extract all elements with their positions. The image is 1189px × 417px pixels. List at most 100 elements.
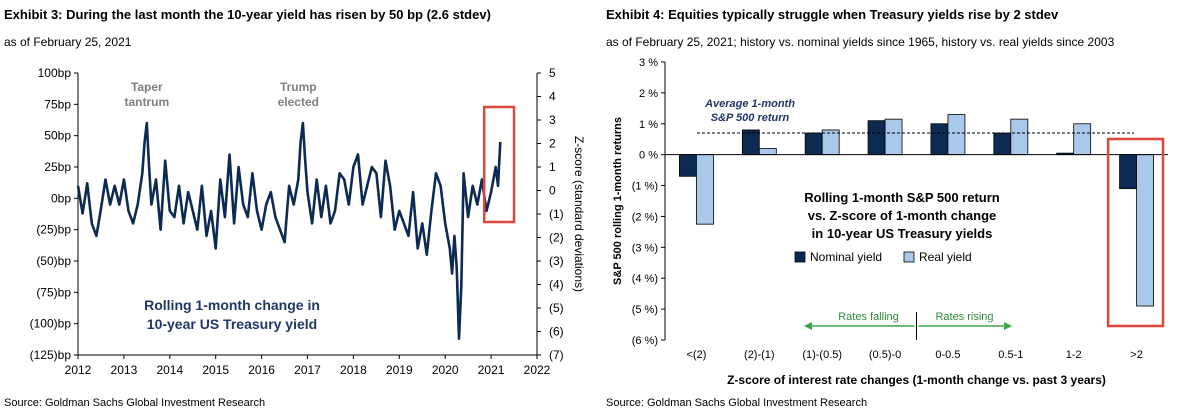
series-label-line: Rolling 1-month change in <box>144 297 320 313</box>
x-tick-label: 0-0.5 <box>935 349 960 361</box>
series-label-line: 10-year US Treasury yield <box>147 316 317 332</box>
y2-tick-label: 0 <box>549 184 556 198</box>
inner-title-line: vs. Z-score of 1-month change <box>808 208 997 223</box>
y-tick-label: (100)bp <box>30 317 72 331</box>
y2-tick-label: (1) <box>549 207 564 221</box>
y-tick-label: 100bp <box>38 66 72 80</box>
y-tick-label: 1 % <box>639 119 658 131</box>
y2-axis-label: Z-score (standard deviations) <box>572 136 586 292</box>
nominal-bar <box>867 120 886 156</box>
legend-nominal-swatch <box>794 251 806 263</box>
x-tick-label: 2015 <box>202 363 229 377</box>
y2-tick-label: (7) <box>549 348 564 362</box>
y2-tick-label: 1 <box>549 160 556 174</box>
exhibit-3-title: Exhibit 3: During the last month the 10-… <box>4 7 491 22</box>
legend-real-swatch <box>903 251 915 263</box>
nominal-bar <box>804 132 823 156</box>
annotation-0-line: tantrum <box>125 95 170 109</box>
y-tick-label: 50bp <box>44 129 71 143</box>
y2-tick-label: (5) <box>549 301 564 315</box>
rates-falling-arrowhead <box>804 322 812 330</box>
y2-tick-label: 5 <box>549 66 556 80</box>
y-tick-label: (3 %) <box>632 242 658 254</box>
y-tick-label: (25)bp <box>36 223 71 237</box>
y-tick-label: (50)bp <box>36 254 71 268</box>
average-label-line: Average 1-month <box>704 98 795 110</box>
annotation-0-line: Taper <box>131 80 163 94</box>
real-bar <box>1010 118 1029 156</box>
x-tick-label: 2020 <box>432 363 459 377</box>
y-tick-label: (6 %) <box>632 335 658 347</box>
y-tick-label: (2 %) <box>632 211 658 223</box>
annotation-1-line: elected <box>278 95 319 109</box>
y-tick-label: 3 % <box>639 57 658 69</box>
inner-title-line: Rolling 1-month S&P 500 return <box>804 190 1000 205</box>
nominal-bar <box>993 132 1012 156</box>
x-tick-label: 2012 <box>65 363 92 377</box>
rates-rising-label: Rates rising <box>935 311 993 323</box>
y2-tick-label: 2 <box>549 137 556 151</box>
x-tick-label: <(2) <box>687 349 707 361</box>
x-tick-label: 2018 <box>340 363 367 377</box>
x-tick-label: >2 <box>1130 349 1143 361</box>
y-tick-label: (4 %) <box>632 273 658 285</box>
real-bar <box>1136 154 1154 307</box>
x-tick-label: 2013 <box>111 363 138 377</box>
nominal-bar <box>1119 154 1137 190</box>
x-tick-label: 2019 <box>386 363 413 377</box>
y2-tick-label: (3) <box>549 254 564 268</box>
y2-tick-label: (4) <box>549 278 564 292</box>
y-tick-label: 2 % <box>639 88 658 100</box>
exhibit-3-line-chart: 100bp 75bp 50bp 25bp 0bp (25)bp (50)bp (75)bp (1… <box>30 66 586 377</box>
highlight-box <box>482 105 516 224</box>
x-axis-label: Z-score of interest rate changes (1-mont… <box>727 373 1106 387</box>
nominal-bar <box>741 129 760 156</box>
nominal-bar <box>930 123 949 156</box>
x-tick-label: 2017 <box>294 363 321 377</box>
exhibit-4-source: Source: Goldman Sachs Global Investment … <box>606 397 868 409</box>
x-tick-label: 2021 <box>478 363 505 377</box>
real-bar <box>758 148 777 156</box>
real-bar <box>696 154 714 225</box>
real-bar <box>821 129 840 156</box>
exhibit-3-source: Source: Goldman Sachs Global Investment … <box>4 397 266 409</box>
average-label-line: S&P 500 return <box>711 112 790 124</box>
highlight-box <box>1106 137 1165 328</box>
real-bar <box>1073 123 1092 156</box>
y-tick-label: 0bp <box>51 191 71 205</box>
exhibit-3-panel: Exhibit 3: During the last month the 10-… <box>0 0 592 417</box>
y2-tick-label: 4 <box>549 90 556 104</box>
rates-falling-label: Rates falling <box>838 311 899 323</box>
y-tick-label: (5 %) <box>632 304 658 316</box>
y-tick-label: (1 %) <box>632 181 658 193</box>
exhibit-4-bar-chart: 3 % 2 % 1 % 0 % (1 %) (2 %) (3 %) (4 %) (5 %) (6 … <box>612 57 1168 387</box>
nominal-bar <box>679 154 697 177</box>
inner-title-line: in 10-year US Treasury yields <box>812 226 993 241</box>
y-tick-label: (75)bp <box>36 285 71 299</box>
y-axis-label: S&P 500 rolling 1-month returns <box>612 117 624 285</box>
x-tick-label: (2)-(1) <box>744 349 775 361</box>
x-tick-label: 2022 <box>524 363 551 377</box>
y2-tick-label: (2) <box>549 231 564 245</box>
rates-rising-arrowhead <box>1004 322 1012 330</box>
x-tick-label: 0.5-1 <box>998 349 1023 361</box>
real-bar <box>947 114 966 156</box>
legend-nominal-label: Nominal yield <box>810 250 882 264</box>
real-bar <box>884 118 903 156</box>
y2-tick-label: 3 <box>549 113 556 127</box>
y-tick-label: (125)bp <box>30 348 72 362</box>
yield-change-line <box>76 121 502 341</box>
exhibit-3-subtitle: as of February 25, 2021 <box>4 35 132 49</box>
y-tick-label: 75bp <box>44 97 71 111</box>
annotation-1-line: Trump <box>280 80 317 94</box>
x-tick-label: (0.5)-0 <box>869 349 901 361</box>
exhibit-4-panel: Exhibit 4: Equities typically struggle w… <box>602 0 1189 417</box>
x-tick-label: 2016 <box>248 363 275 377</box>
x-tick-label: 1-2 <box>1066 349 1082 361</box>
x-tick-label: (1)-(0.5) <box>802 349 842 361</box>
exhibit-4-subtitle: as of February 25, 2021; history vs. nom… <box>606 35 1115 49</box>
y-tick-label: 0 % <box>639 150 658 162</box>
y-tick-label: 25bp <box>44 160 71 174</box>
x-tick-label: 2014 <box>156 363 183 377</box>
y2-tick-label: (6) <box>549 325 564 339</box>
